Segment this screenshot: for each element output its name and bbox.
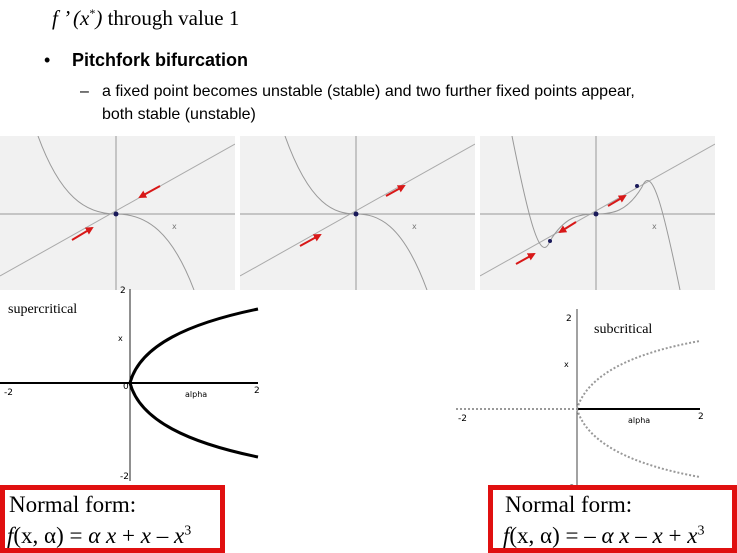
eq-term1: α x xyxy=(88,523,117,548)
upper-unstable-branch xyxy=(576,340,701,410)
x-axis-label: alpha xyxy=(628,416,650,425)
normal-form-title: Normal form: xyxy=(9,492,137,517)
graph-panel-2: x xyxy=(240,136,475,290)
lower-unstable-branch xyxy=(576,408,701,478)
normal-form-box-right: Normal form: f(x, α) = – α x – x + x3 xyxy=(488,485,737,553)
supercritical-diagram: 2 x 0 -2 alpha 2 -2 xyxy=(0,286,260,482)
heading-star: * xyxy=(89,6,96,20)
bullet-title: Pitchfork bifurcation xyxy=(72,50,249,70)
diagonal-line xyxy=(240,143,475,277)
x-tick-left: -2 xyxy=(4,388,13,398)
fixed-point xyxy=(113,211,119,217)
axis-label-x: x xyxy=(412,222,417,231)
normal-form-title: Normal form: xyxy=(505,492,633,517)
diagonal-line xyxy=(0,143,235,277)
flow-arrow xyxy=(299,234,322,247)
eq-term3: x xyxy=(687,523,698,548)
y-axis-label: x xyxy=(564,360,569,369)
eq-f: f xyxy=(503,523,510,548)
eq-f: f xyxy=(7,523,14,548)
eq-op2: – xyxy=(150,523,174,548)
flow-arrow xyxy=(138,185,161,198)
fixed-point xyxy=(548,239,552,243)
flow-arrow xyxy=(558,221,577,234)
normal-form-box-left: Normal form: f(x, α) = α x + x – x3 xyxy=(0,485,225,553)
flow-arrow xyxy=(607,194,627,207)
heading-close: ) xyxy=(95,6,103,30)
upper-stable-branch xyxy=(128,307,259,384)
sub-item-text: a fixed point becomes unstable (stable) … xyxy=(102,83,635,123)
x-tick-right: 2 xyxy=(698,412,704,422)
diagonal-line xyxy=(480,143,715,277)
subcritical-label: subcritical xyxy=(594,322,653,337)
graph-panel-3: x xyxy=(480,136,715,290)
bullet-marker: • xyxy=(44,50,51,70)
lower-stable-branch xyxy=(128,382,259,459)
heading-rest: through value 1 xyxy=(102,6,240,30)
eq-term1: α x xyxy=(601,523,630,548)
fixed-point xyxy=(593,211,599,217)
slide-heading: f ’ (x*) through value 1 xyxy=(52,6,239,31)
fixed-point xyxy=(635,184,639,188)
axis-label-x: x xyxy=(172,222,177,231)
eq-args: (x, α) = xyxy=(13,523,89,548)
fixed-point xyxy=(353,211,359,217)
eq-op0: – xyxy=(584,523,602,548)
subcritical-diagram: 2 x -2 alpha 2 -2 xyxy=(456,309,704,494)
y-tick-top: 2 xyxy=(566,314,572,324)
sub-item-marker: – xyxy=(80,83,89,100)
eq-term2: x xyxy=(140,523,151,548)
y-tick-zero: 0 xyxy=(123,382,129,392)
eq-op2: + xyxy=(662,523,688,548)
axis-label-x: x xyxy=(652,222,657,231)
eq-op1: + xyxy=(116,523,141,548)
eq-op1: – xyxy=(629,523,653,548)
supercritical-label: supercritical xyxy=(8,302,78,318)
eq-exponent: 3 xyxy=(697,523,705,539)
y-tick-top: 2 xyxy=(120,286,126,296)
heading-derivative: f ’ (x xyxy=(52,6,90,30)
eq-exponent: 3 xyxy=(184,523,192,539)
eq-term3: x xyxy=(173,523,185,548)
normal-form-equation: f(x, α) = – α x – x + x3 xyxy=(503,523,704,549)
y-tick-bottom: -2 xyxy=(120,472,129,482)
x-tick-left: -2 xyxy=(458,414,467,424)
flow-arrow xyxy=(385,185,406,197)
x-tick-right: 2 xyxy=(254,386,260,396)
flow-arrow xyxy=(71,226,94,241)
eq-term2: x xyxy=(652,523,663,548)
flow-arrow xyxy=(515,253,536,265)
x-axis-label: alpha xyxy=(185,390,207,399)
y-axis-label: x xyxy=(118,334,123,343)
normal-form-equation: f(x, α) = α x + x – x3 xyxy=(7,523,191,549)
graph-panel-1: x xyxy=(0,136,235,290)
eq-args: (x, α) = xyxy=(509,523,585,548)
